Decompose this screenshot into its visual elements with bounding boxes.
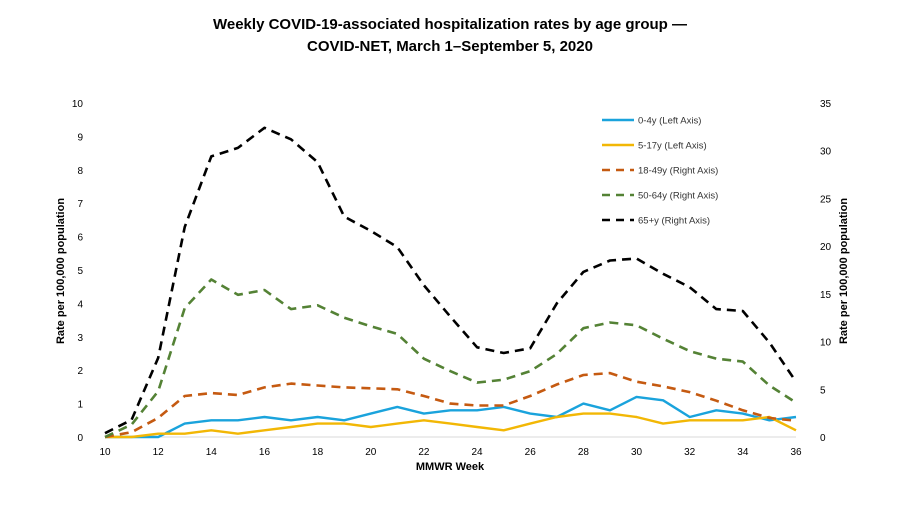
x-tick-label: 36 xyxy=(790,447,802,458)
left-tick-label: 3 xyxy=(77,333,83,344)
right-tick-label: 0 xyxy=(820,433,826,444)
right-tick-label: 20 xyxy=(820,242,832,253)
right-axis-ticks: 0 5 10 15 20 25 30 35 xyxy=(820,99,832,444)
left-tick-label: 7 xyxy=(77,199,83,210)
x-tick-label: 26 xyxy=(525,447,537,458)
series-line-3 xyxy=(104,278,797,439)
left-tick-label: 10 xyxy=(72,99,84,110)
left-tick-label: 5 xyxy=(77,266,83,277)
chart-title-line2: COVID-NET, March 1–September 5, 2020 xyxy=(307,38,593,55)
left-axis-ticks: 0 1 2 3 4 5 6 7 8 9 10 xyxy=(72,99,84,444)
chart-legend: 0-4y (Left Axis) 5-17y (Left Axis) 18-49y … xyxy=(602,116,718,227)
x-tick-label: 22 xyxy=(418,447,430,458)
x-tick-label: 16 xyxy=(259,447,271,458)
x-tick-label: 18 xyxy=(312,447,324,458)
left-tick-label: 6 xyxy=(77,233,83,244)
series-lines xyxy=(104,126,798,439)
x-tick-label: 34 xyxy=(737,447,749,458)
x-tick-label: 14 xyxy=(206,447,218,458)
legend-label-0: 0-4y (Left Axis) xyxy=(638,116,701,127)
x-axis-ticks: 10 12 14 16 18 20 22 24 26 28 30 32 34 36 xyxy=(99,447,802,458)
chart-title-line1: Weekly COVID-19-associated hospitalizati… xyxy=(212,16,688,33)
left-tick-label: 1 xyxy=(77,400,83,411)
left-tick-label: 4 xyxy=(77,299,83,310)
series-line-2 xyxy=(104,371,797,439)
series-line-0 xyxy=(105,395,797,439)
left-axis-title: Rate per 100,000 population xyxy=(55,198,67,344)
legend-label-2: 18-49y (Right Axis) xyxy=(638,166,718,177)
left-tick-label: 2 xyxy=(77,366,83,377)
chart-title: Weekly COVID-19-associated hospitalizati… xyxy=(0,14,900,58)
left-tick-label: 9 xyxy=(77,132,83,143)
x-tick-label: 10 xyxy=(99,447,111,458)
x-axis-title: MMWR Week xyxy=(416,461,485,473)
series-line-4 xyxy=(104,126,798,435)
x-tick-label: 32 xyxy=(684,447,696,458)
x-tick-label: 24 xyxy=(472,447,484,458)
left-tick-label: 8 xyxy=(77,166,83,177)
legend-label-3: 50-64y (Right Axis) xyxy=(638,191,718,202)
right-tick-label: 15 xyxy=(820,290,832,301)
right-tick-label: 10 xyxy=(820,338,832,349)
right-axis-title: Rate per 100,000 population xyxy=(838,198,850,344)
legend-label-4: 65+y (Right Axis) xyxy=(638,216,710,227)
right-tick-label: 5 xyxy=(820,385,826,396)
right-tick-label: 30 xyxy=(820,147,832,158)
right-tick-label: 25 xyxy=(820,194,832,205)
right-tick-label: 35 xyxy=(820,99,832,110)
legend-label-1: 5-17y (Left Axis) xyxy=(638,141,707,152)
x-tick-label: 12 xyxy=(153,447,165,458)
x-tick-label: 28 xyxy=(578,447,590,458)
x-tick-label: 30 xyxy=(631,447,643,458)
series-line-1 xyxy=(105,412,797,439)
left-tick-label: 0 xyxy=(77,433,83,444)
x-tick-label: 20 xyxy=(365,447,377,458)
